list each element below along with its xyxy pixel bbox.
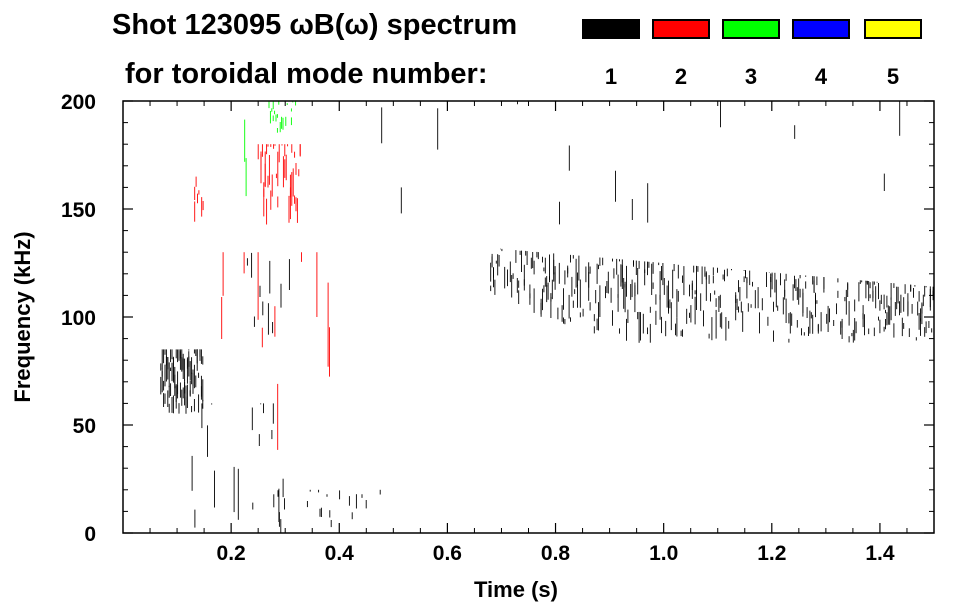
x-tick-label-3: 0.8 (541, 542, 571, 565)
legend-swatch-2 (652, 19, 710, 39)
legend-swatch-4 (792, 19, 850, 39)
legend-label-2: 2 (674, 64, 688, 89)
y-tick-label-4: 200 (61, 91, 96, 114)
y-tick-label-1: 50 (73, 415, 96, 438)
legend-swatch-1 (582, 19, 640, 39)
legend-swatch-5 (864, 19, 922, 39)
x-tick-label-2: 0.6 (433, 542, 462, 565)
x-tick-label-5: 1.2 (757, 542, 786, 565)
chart-title-line1: Shot 123095 ωB(ω) spectrum (112, 9, 518, 41)
legend-swatch-3 (722, 19, 780, 39)
chart-title-line2: for toroidal mode number: (125, 58, 488, 90)
series-mode-1 (160, 101, 934, 533)
series-mode-2 (194, 144, 330, 450)
x-tick-label-0: 0.2 (217, 542, 246, 565)
y-axis-label: Frequency (kHz) (10, 231, 35, 402)
x-tick-label-4: 1.0 (649, 542, 678, 565)
x-tick-label-1: 0.4 (325, 542, 355, 565)
y-tick-label-0: 0 (84, 523, 96, 546)
x-tick-label-6: 1.4 (865, 542, 895, 565)
legend-label-1: 1 (604, 64, 618, 89)
legend-label-3: 3 (744, 64, 758, 89)
series-mode-3 (244, 101, 297, 197)
legend-label-4: 4 (814, 64, 828, 89)
x-axis-label: Time (s) (474, 577, 558, 602)
y-tick-label-3: 150 (61, 199, 96, 222)
y-tick-label-2: 100 (61, 307, 96, 330)
legend-label-5: 5 (886, 64, 900, 89)
